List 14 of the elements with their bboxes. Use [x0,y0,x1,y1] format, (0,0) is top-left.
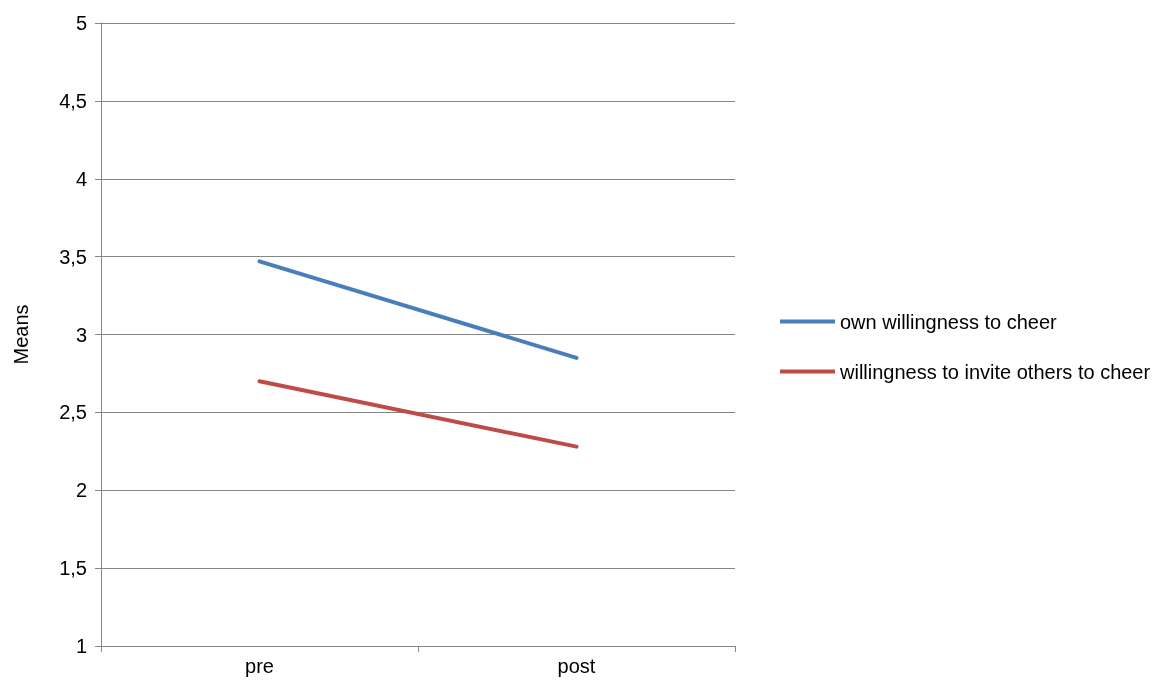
legend-label: willingness to invite others to cheer [839,360,1151,383]
x-tick-label: pre [245,655,274,677]
legend-label: own willingness to cheer [840,310,1058,333]
y-tick-label: 3,5 [59,245,87,268]
y-axis-title: Means [10,304,32,365]
y-tick-label: 5 [75,12,87,34]
y-tick-label: 4 [75,167,87,190]
y-tick-label: 1 [75,635,87,657]
x-tick-label: post [557,655,596,677]
y-tick-label: 1,5 [59,557,87,580]
y-tick-label: 2,5 [59,401,87,424]
y-tick-label: 4,5 [59,89,87,112]
y-tick-label: 2 [75,479,87,502]
y-tick-label: 3 [75,323,87,346]
